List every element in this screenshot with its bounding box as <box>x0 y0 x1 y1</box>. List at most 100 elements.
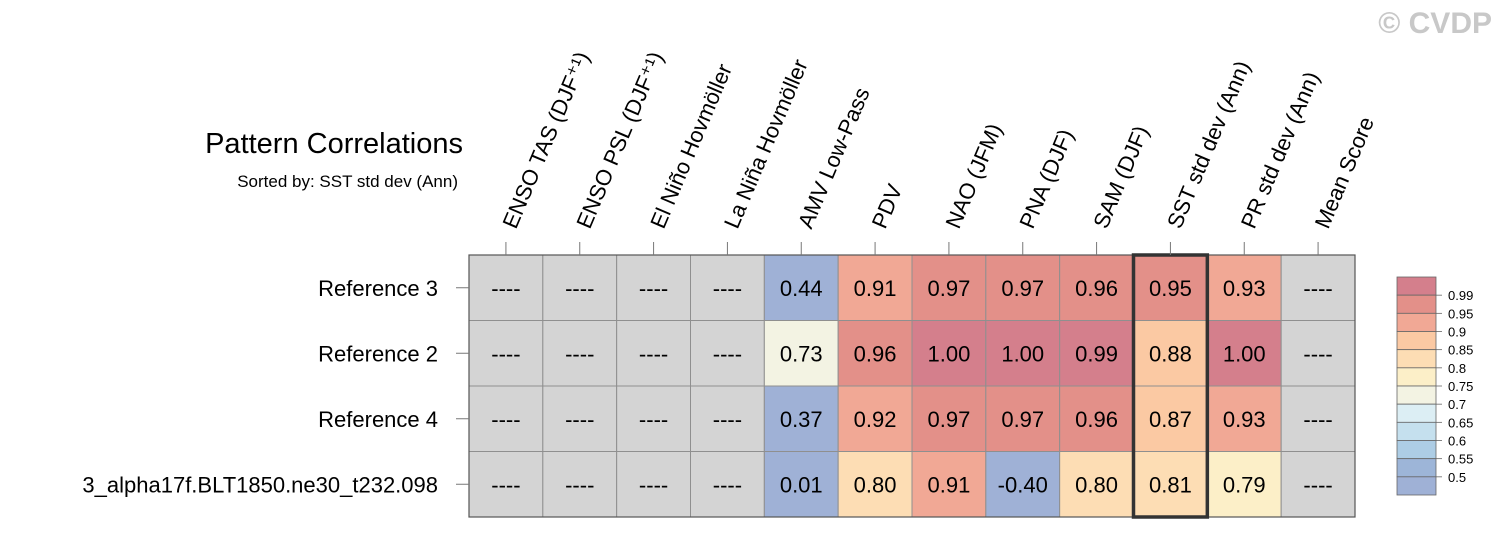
row-label: 3_alpha17f.BLT1850.ne30_t232.098 <box>82 472 438 497</box>
heatmap-cell <box>690 385 765 452</box>
heatmap-cell <box>1280 451 1356 518</box>
chart-title: Pattern Correlations <box>205 128 463 160</box>
heatmap-cell <box>690 320 765 387</box>
column-label: PR std dev (Ann) <box>1236 68 1324 232</box>
cell-value-label: 1.00 <box>1001 341 1044 366</box>
heatmap-cell <box>1280 385 1356 452</box>
cell-value-label: 0.01 <box>780 472 823 497</box>
colorbar-bin <box>1396 276 1437 296</box>
column-label: NAO (JFM) <box>941 120 1007 232</box>
cell-value-label: 0.91 <box>928 472 971 497</box>
cell-value-label: 0.97 <box>928 276 971 301</box>
cell-value-label: 1.00 <box>1223 341 1266 366</box>
cell-value-label: 0.95 <box>1149 276 1192 301</box>
heatmap-cell <box>911 320 987 387</box>
colorbar-bin <box>1396 440 1437 460</box>
chart-subtitle: Sorted by: SST std dev (Ann) <box>237 172 458 191</box>
cell-value-label: ---- <box>565 276 594 301</box>
heatmap-cell <box>616 385 692 452</box>
heatmap-cell <box>1133 320 1208 387</box>
cell-value-label: ---- <box>1303 407 1332 432</box>
cell-value-label: 0.96 <box>1075 407 1118 432</box>
cell-value-label: 0.44 <box>780 276 823 301</box>
cell-value-label: 0.91 <box>854 276 897 301</box>
cell-value-label: ---- <box>565 472 594 497</box>
cell-value-label: ---- <box>639 472 668 497</box>
row-label: Reference 2 <box>318 341 438 366</box>
column-label: SST std dev (Ann) <box>1162 57 1255 232</box>
colorbar-label: 0.95 <box>1448 306 1473 321</box>
row-label: Reference 4 <box>318 407 438 432</box>
heatmap-cell <box>1059 451 1134 518</box>
heatmap: ---- ---- ---- ---- 0.44 0.91 0.97 0.97 0.96 0.95… <box>82 48 1379 519</box>
colorbar-label: 0.8 <box>1448 361 1466 376</box>
cell-value-label: -0.40 <box>998 472 1048 497</box>
cell-value-label: 0.80 <box>1075 472 1118 497</box>
cell-value-label: ---- <box>1303 276 1332 301</box>
cell-value-label: 0.96 <box>1075 276 1118 301</box>
heatmap-cell <box>1133 254 1208 321</box>
column-label: El Niño Hovmöller <box>645 60 737 232</box>
cell-value-label: ---- <box>491 341 520 366</box>
heatmap-cell <box>763 385 839 452</box>
column-label: AMV Low-Pass <box>793 84 875 232</box>
heatmap-cell <box>985 254 1061 321</box>
cell-value-label: ---- <box>639 407 668 432</box>
colorbar-label: 0.65 <box>1448 415 1473 430</box>
cell-value-label: 0.37 <box>780 407 823 432</box>
colorbar-label: 0.5 <box>1448 470 1466 485</box>
heatmap-cell <box>542 254 618 321</box>
cell-value-label: ---- <box>713 276 742 301</box>
cell-value-label: ---- <box>491 407 520 432</box>
cell-value-label: 0.87 <box>1149 407 1192 432</box>
colorbar-bin <box>1396 294 1437 314</box>
heatmap-cell <box>1280 254 1356 321</box>
heatmap-border <box>468 254 1356 518</box>
cell-value-label: ---- <box>713 341 742 366</box>
cell-value-label: ---- <box>1303 472 1332 497</box>
heatmap-cell <box>468 451 544 518</box>
heatmap-cell <box>1206 385 1282 452</box>
column-label: La Niña Hovmöller <box>719 56 813 232</box>
heatmap-cell <box>911 451 987 518</box>
colorbar-label: 0.99 <box>1448 288 1473 303</box>
cell-value-label: 0.99 <box>1075 341 1118 366</box>
heatmap-cell <box>1133 451 1208 518</box>
cell-value-label: 0.97 <box>1001 407 1044 432</box>
cell-value-label: 0.81 <box>1149 472 1192 497</box>
cell-value-label: ---- <box>491 472 520 497</box>
colorbar-bin <box>1396 403 1437 423</box>
colorbar-legend: 0.99 0.95 0.9 0.85 0.8 0.75 0.7 0.65 0.6 0.55 0.5 <box>1396 276 1473 496</box>
colorbar-bin <box>1396 349 1437 369</box>
cell-value-label: 0.93 <box>1223 276 1266 301</box>
cell-value-label: 0.92 <box>854 407 897 432</box>
watermark: © CVDP <box>1378 7 1492 40</box>
cell-value-label: ---- <box>565 407 594 432</box>
cell-value-label: 0.80 <box>854 472 897 497</box>
colorbar-bin <box>1396 421 1437 441</box>
cell-value-label: 0.73 <box>780 341 823 366</box>
cell-value-label: 0.88 <box>1149 341 1192 366</box>
heatmap-cell <box>468 254 544 321</box>
cell-value-label: 1.00 <box>928 341 971 366</box>
heatmap-cell <box>690 451 765 518</box>
column-label: SAM (DJF) <box>1088 122 1154 232</box>
colorbar-label: 0.55 <box>1448 452 1473 467</box>
cell-value-label: 0.93 <box>1223 407 1266 432</box>
colorbar-bin <box>1396 312 1437 332</box>
colorbar-label: 0.9 <box>1448 325 1466 340</box>
colorbar-label: 0.75 <box>1448 379 1473 394</box>
colorbar-bin <box>1396 385 1437 405</box>
heatmap-cell <box>542 451 618 518</box>
cell-value-label: ---- <box>491 276 520 301</box>
column-label: Mean Score <box>1310 113 1379 232</box>
colorbar-bin <box>1396 367 1437 387</box>
heatmap-cell <box>468 385 544 452</box>
heatmap-cell <box>985 320 1061 387</box>
heatmap-cell <box>1059 320 1134 387</box>
heatmap-cell <box>837 451 913 518</box>
cell-value-label: 0.96 <box>854 341 897 366</box>
cell-value-label: 0.97 <box>928 407 971 432</box>
cell-value-label: ---- <box>1303 341 1332 366</box>
